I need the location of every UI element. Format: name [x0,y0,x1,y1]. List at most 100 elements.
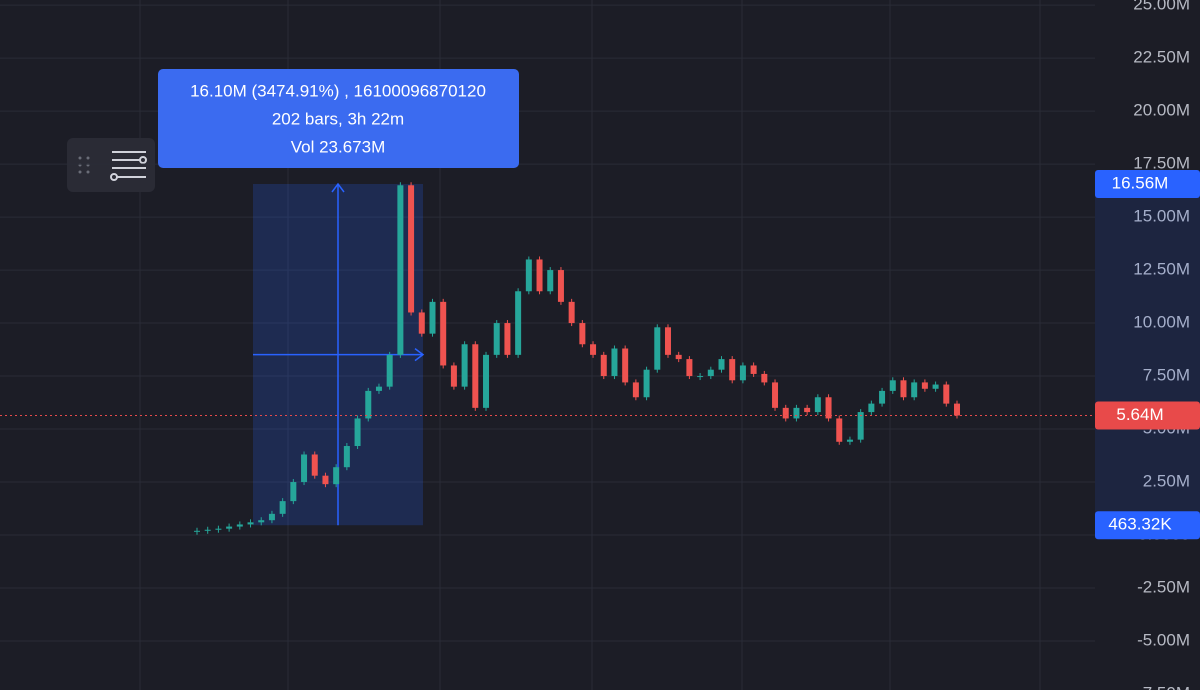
y-tick-label: 15.00M [1133,207,1190,226]
candle [557,270,564,302]
tooltip-line: Vol 23.673M [291,137,386,156]
tooltip-line: 202 bars, 3h 22m [272,109,404,128]
candle [525,259,532,292]
candle [846,439,853,442]
candle [889,380,896,391]
y-tick-label: 12.50M [1133,260,1190,279]
candle [279,501,286,514]
y-tick-label: 25.00M [1133,0,1190,14]
price-label: 5.64M [1116,405,1163,424]
candle [707,369,714,377]
candle [675,354,682,360]
candle [686,359,693,377]
candle [408,185,415,313]
toolbar[interactable] [67,138,155,192]
candle [268,513,275,521]
candle [493,323,500,355]
candle [322,475,329,485]
candle [600,354,607,377]
candle [258,520,265,523]
candle [804,407,811,413]
candle [718,359,725,370]
candle [301,454,308,483]
candle [868,403,875,413]
measure-arrowhead [414,348,425,362]
candle [354,418,361,447]
candle [204,529,211,531]
candle [397,185,404,355]
candle [697,376,704,378]
candle [643,369,650,398]
candle [900,380,907,398]
price-label-box [1095,511,1200,540]
candle [611,348,618,377]
candle [472,344,479,408]
candle [290,482,297,502]
candle [547,270,554,292]
y-tick-label: 22.50M [1133,48,1190,67]
candle [772,382,779,408]
measure-axis-band [1095,184,1200,526]
candle [664,327,671,355]
candle [739,365,746,381]
candle [632,382,639,398]
candle [418,312,425,334]
candle [536,259,543,292]
measure-tooltip: 16.10M (3474.91%) , 16100096870120 202 b… [158,69,519,168]
candle [236,524,243,527]
candle [333,467,340,485]
candle [194,530,200,532]
candle [911,382,918,398]
candle [343,446,350,468]
candle [857,412,864,440]
price-label-box [1095,401,1200,430]
y-tick-label: 7.50M [1143,366,1190,385]
candle [879,390,886,404]
y-tick-label: 2.50M [1143,472,1190,491]
y-tick-label: 10.00M [1133,313,1190,332]
measure-arrowhead [331,182,345,193]
candle [943,384,950,404]
y-tick-label: -2.50M [1137,578,1190,597]
y-tick-label: -5.00M [1137,631,1190,650]
candle [954,403,960,416]
candle [215,528,222,530]
candle [568,301,575,324]
price-label: 16.56M [1112,173,1169,192]
candle [825,397,832,419]
candle [386,354,393,387]
candle [814,397,821,413]
candle [654,327,661,370]
candle [311,454,318,476]
candle [921,382,928,389]
candle [761,373,768,383]
candle [375,386,382,391]
candle [247,522,254,525]
y-tick-label: 17.50M [1133,154,1190,173]
candle [750,365,757,374]
candle [932,384,939,389]
candle [483,354,490,408]
y-tick-label: -7.50M [1137,684,1190,690]
tooltip-box [158,69,519,168]
candle [590,344,597,355]
candle [515,291,522,355]
candle [782,407,789,419]
settings-icon[interactable] [110,151,147,181]
candle [793,407,800,419]
candle [836,418,843,442]
candle [579,323,586,345]
candle [440,301,447,366]
y-tick-label: 20.00M [1133,101,1190,120]
candle [226,526,233,529]
candle [429,301,436,334]
candle [461,344,468,387]
tooltip-line: 16.10M (3474.91%) , 16100096870120 [190,81,486,100]
candle [365,390,372,419]
price-label-box [1095,170,1200,198]
candle [729,359,736,381]
price-label: 463.32K [1108,515,1172,534]
